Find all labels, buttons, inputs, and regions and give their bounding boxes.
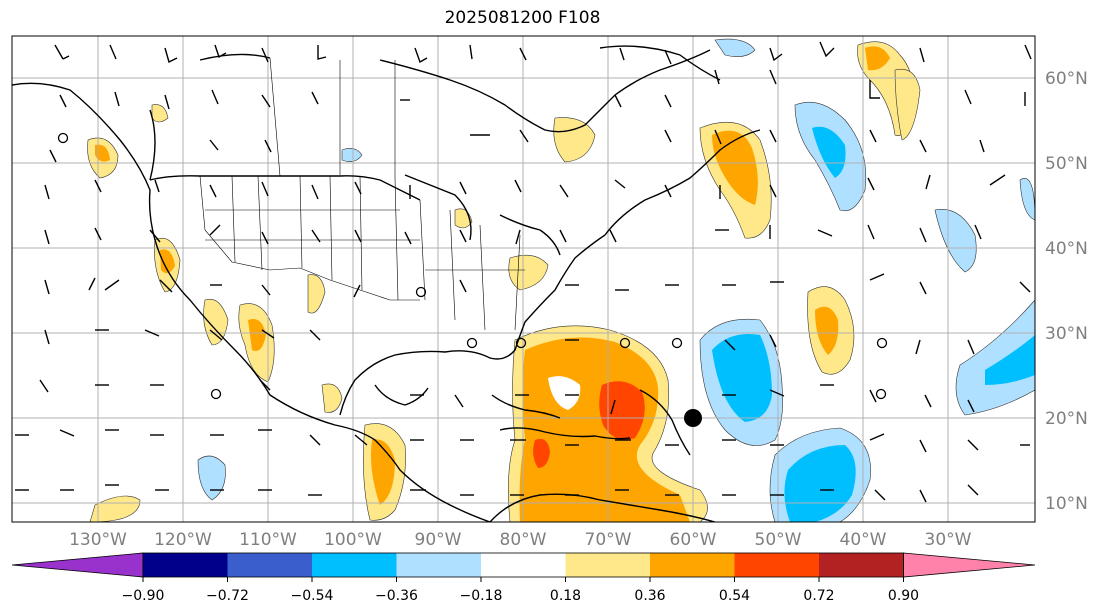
lat-label: 10°N: [1045, 494, 1088, 514]
lat-label: 20°N: [1045, 409, 1088, 429]
lon-label: 50°W: [755, 530, 802, 550]
colorbar-frame: [142, 552, 904, 578]
latitude-labels: 60°N 50°N 40°N 30°N 20°N 10°N: [1045, 69, 1088, 514]
lon-label: 80°W: [500, 530, 547, 550]
colorbar-tick-label: −0.18: [460, 588, 503, 604]
state-borders: [199, 57, 525, 331]
anomaly-shading: [87, 38, 1035, 522]
coastlines: [12, 45, 761, 522]
lon-label: 70°W: [585, 530, 632, 550]
colorbar-tick-label: −0.72: [206, 588, 249, 604]
lat-label: 60°N: [1045, 69, 1088, 89]
lon-label: 130°W: [69, 530, 127, 550]
colorbar-tick-label: −0.36: [375, 588, 418, 604]
colorbar-tick-label: 0.72: [803, 588, 834, 604]
lon-label: 30°W: [925, 530, 972, 550]
colorbar-segment: [734, 553, 820, 577]
colorbar-tick-labels: −0.90 −0.72 −0.54 −0.36 −0.18 0.18 0.36 0.54 0.7…: [122, 588, 920, 604]
colorbar-tick-label: −0.90: [122, 588, 165, 604]
lon-label: 120°W: [154, 530, 212, 550]
colorbar-segment: [481, 553, 566, 577]
colorbar-segment: [396, 553, 482, 577]
lat-label: 30°N: [1045, 324, 1088, 344]
map-frame: [11, 35, 1036, 523]
colorbar-extend-low: [11, 552, 144, 578]
colorbar-extend-high: [903, 552, 1036, 578]
lon-label: 100°W: [324, 530, 382, 550]
lon-label: 60°W: [670, 530, 717, 550]
graticule: [12, 36, 1035, 522]
longitude-labels: 130°W 120°W 110°W 100°W 90°W 80°W 70°W 6…: [69, 530, 972, 550]
lat-label: 40°N: [1045, 239, 1088, 259]
storm-center-dot: [684, 409, 702, 427]
colorbar-segment: [227, 553, 313, 577]
lon-label: 40°W: [840, 530, 887, 550]
colorbar-tick-label: 0.36: [634, 588, 665, 604]
map-title: 2025081200 F108: [444, 8, 601, 28]
lon-label: 110°W: [239, 530, 297, 550]
colorbar-segment: [819, 553, 904, 577]
calm-wind-markers: [57, 132, 888, 400]
colorbar-tick-label: 0.54: [719, 588, 750, 604]
colorbar-tick-label: −0.54: [291, 588, 334, 604]
wind-barbs: [15, 41, 1032, 503]
colorbar-segment: [565, 553, 651, 577]
colorbar-tick-label: 0.18: [550, 588, 581, 604]
colorbar: [11, 552, 1036, 582]
lon-label: 90°W: [415, 530, 462, 550]
colorbar-tick-label: 0.90: [888, 588, 919, 604]
map-area: [12, 36, 1035, 522]
colorbar-segment: [312, 553, 397, 577]
colorbar-segment: [650, 553, 735, 577]
lat-label: 50°N: [1045, 154, 1088, 174]
colorbar-segment: [143, 553, 228, 577]
